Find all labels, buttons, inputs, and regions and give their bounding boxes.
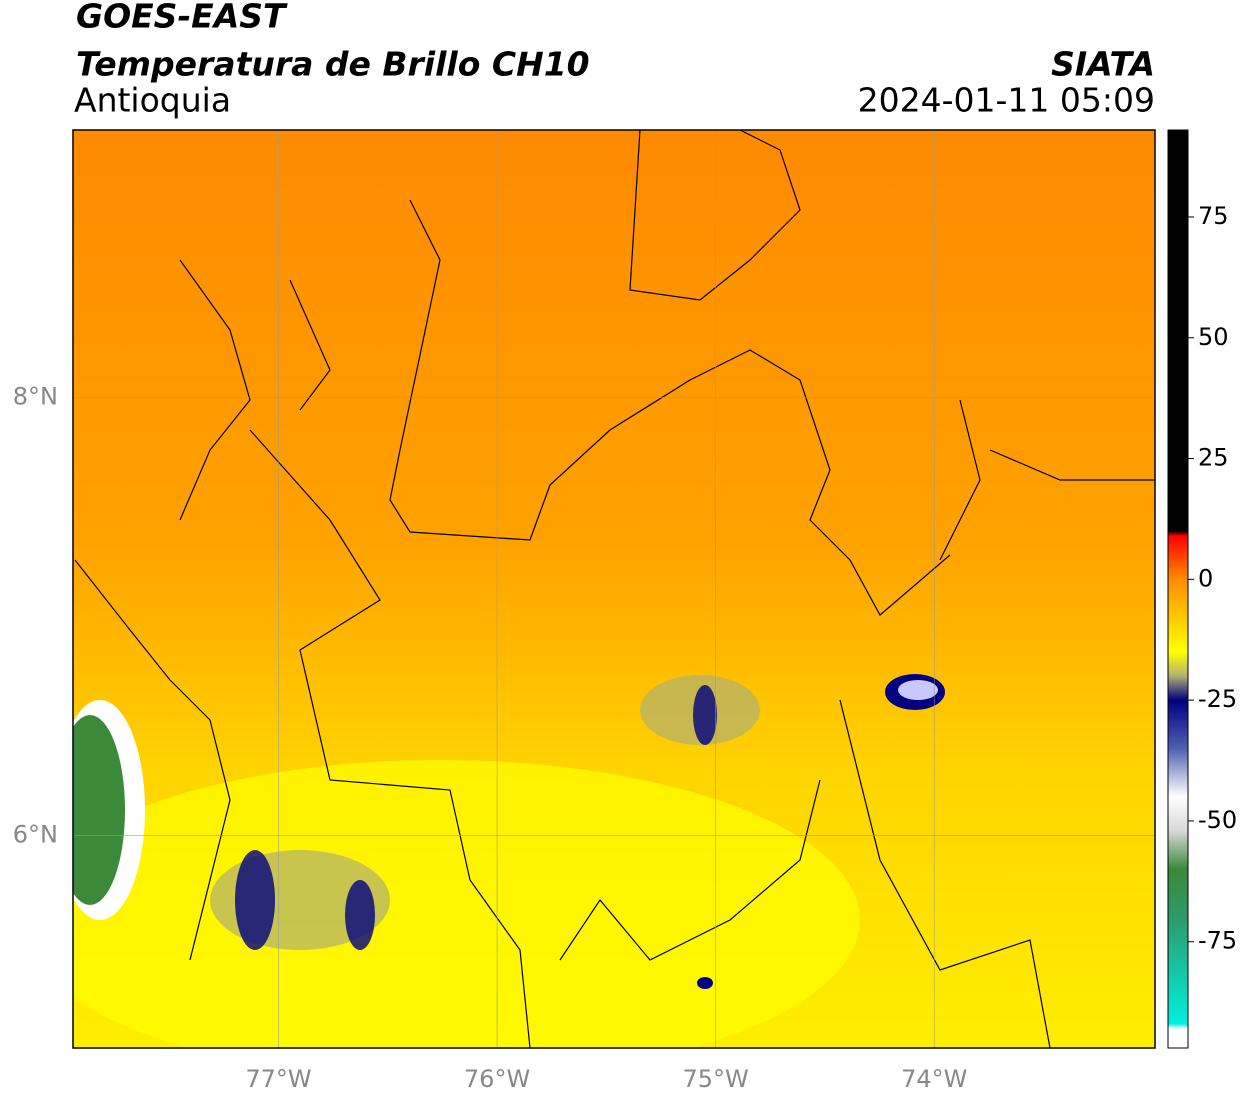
border — [939, 399, 1155, 561]
colorbar — [1167, 129, 1189, 1049]
border — [249, 429, 531, 1048]
map-frame — [72, 129, 1156, 1049]
x-tick-label: 74°W — [901, 1065, 967, 1093]
colorbar-tick-label: -50 — [1198, 806, 1237, 834]
warm-area — [73, 760, 860, 1048]
region: Antioquia — [74, 81, 231, 120]
border — [389, 199, 951, 616]
colorbar-tick-label: 25 — [1198, 444, 1229, 472]
cloud — [235, 850, 275, 950]
cloud — [898, 680, 938, 700]
satellite: GOES-EAST — [76, 0, 288, 36]
colorbar-tick-label: -25 — [1198, 685, 1237, 713]
x-tick-label: 75°W — [683, 1065, 749, 1093]
colorbar-tick-label: 50 — [1198, 323, 1229, 351]
colorbar-tick-label: 0 — [1198, 564, 1213, 592]
y-tick-label: 6°N — [13, 820, 58, 848]
y-tick-label: 8°N — [13, 382, 58, 410]
border — [629, 130, 801, 301]
x-tick-label: 77°W — [245, 1065, 311, 1093]
grid — [73, 130, 1155, 1048]
cloud — [345, 880, 375, 950]
source: SIATA — [1051, 45, 1155, 84]
cloud — [697, 977, 713, 989]
colorbar-tick-label: -75 — [1198, 927, 1237, 955]
x-tick-label: 76°W — [464, 1065, 530, 1093]
cloud — [693, 685, 717, 745]
datetime: 2024-01-11 05:09 — [858, 81, 1155, 120]
satellite-image — [73, 130, 1155, 1048]
product: Temperatura de Brillo CH10 — [76, 45, 590, 84]
cloud — [73, 715, 125, 905]
border — [74, 559, 231, 961]
colorbar-tick-label: 75 — [1198, 202, 1229, 230]
border — [839, 699, 1051, 1048]
border — [179, 259, 331, 521]
border — [559, 779, 821, 961]
